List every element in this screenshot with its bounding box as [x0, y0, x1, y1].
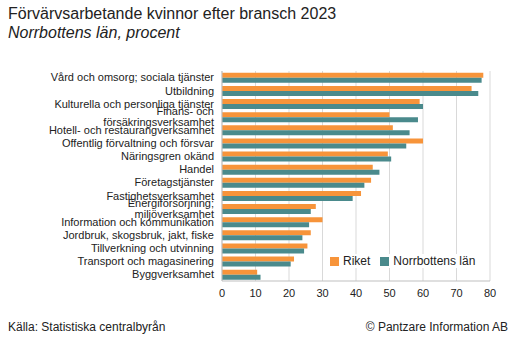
svg-text:Offentlig förvaltning och förs: Offentlig förvaltning och försvar: [62, 137, 214, 149]
svg-text:Information och kommunikation: Information och kommunikation: [61, 216, 214, 228]
svg-text:Utbildning: Utbildning: [165, 85, 214, 97]
svg-text:20: 20: [283, 287, 295, 299]
svg-text:30: 30: [316, 287, 328, 299]
svg-text:0: 0: [219, 287, 225, 299]
svg-text:Hotell- och restaurangverksamh: Hotell- och restaurangverksamhet: [49, 124, 214, 136]
svg-text:40: 40: [350, 287, 362, 299]
svg-text:60: 60: [417, 287, 429, 299]
svg-text:Byggverksamhet: Byggverksamhet: [132, 268, 214, 280]
svg-text:10: 10: [249, 287, 261, 299]
svg-text:Vård och omsorg; sociala tjäns: Vård och omsorg; sociala tjänster: [51, 71, 215, 83]
svg-text:Jordbruk, skogsbruk, jakt, fis: Jordbruk, skogsbruk, jakt, fiske: [63, 229, 214, 241]
svg-text:50: 50: [383, 287, 395, 299]
svg-text:Företagstjänster: Företagstjänster: [135, 176, 215, 188]
svg-text:Tillverkning och utvinning: Tillverkning och utvinning: [91, 242, 214, 254]
svg-text:Näringsgren okänd: Näringsgren okänd: [121, 150, 214, 162]
svg-text:70: 70: [450, 287, 462, 299]
svg-text:Handel: Handel: [179, 163, 214, 175]
svg-text:80: 80: [484, 287, 496, 299]
svg-text:Transport och magasinering: Transport och magasinering: [77, 255, 214, 267]
